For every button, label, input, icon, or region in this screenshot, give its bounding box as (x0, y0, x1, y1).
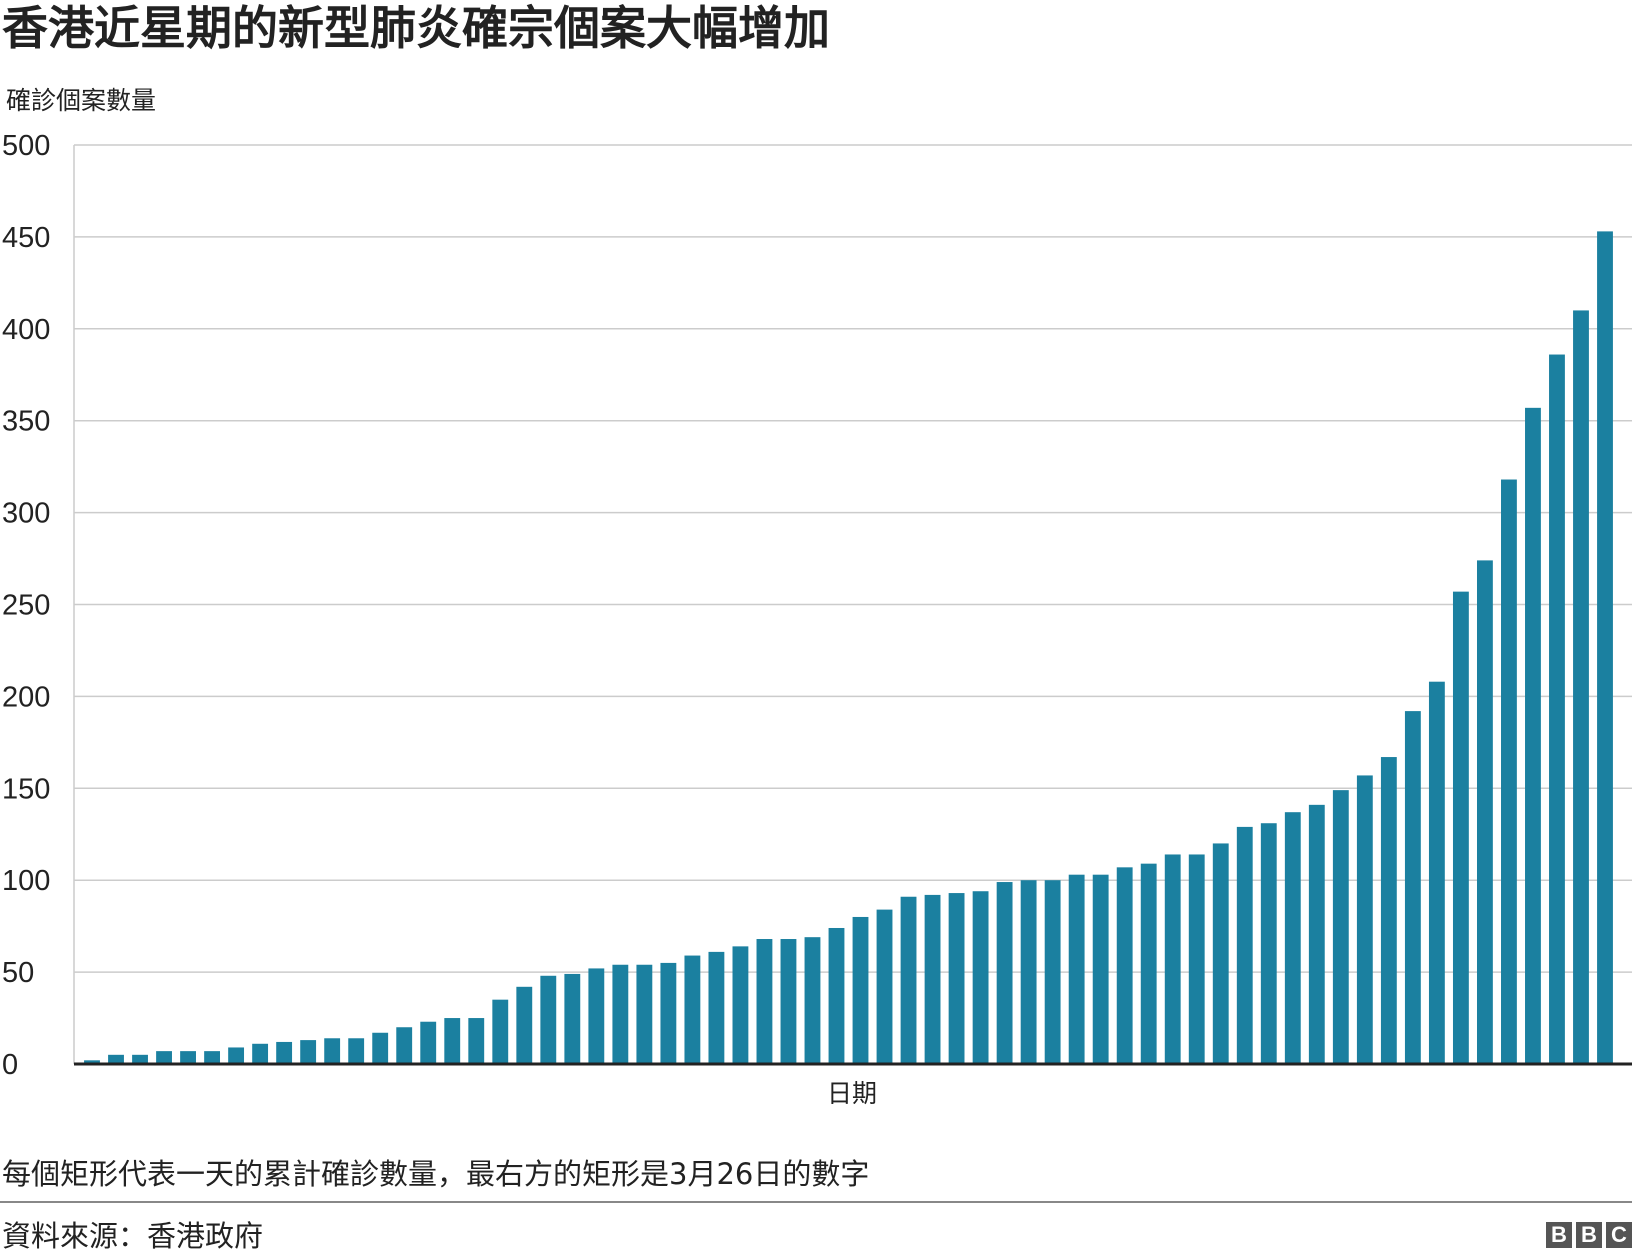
bar (516, 986, 533, 1064)
y-tick-label: 400 (2, 314, 50, 346)
bar (1116, 867, 1133, 1064)
bar (636, 964, 653, 1064)
bar (1284, 812, 1301, 1064)
y-tick-label: 350 (2, 406, 50, 438)
bar (468, 1018, 485, 1064)
bar (1404, 711, 1421, 1064)
bar (1236, 826, 1253, 1064)
chart-note: 每個矩形代表一天的累計確診數量，最右方的矩形是3月26日的數字 (2, 1157, 870, 1191)
bar (156, 1051, 172, 1064)
bar (1428, 681, 1445, 1064)
bar (708, 951, 725, 1064)
y-axis-label: 確診個案數量 (6, 86, 157, 115)
y-axis-ticks: 0 50 100 150 200 250 300 350 400 450 500 (2, 130, 50, 1081)
bar (1549, 354, 1565, 1065)
bar (84, 1060, 100, 1064)
bar (732, 946, 749, 1064)
footer-divider (0, 1201, 1632, 1203)
bar (1573, 310, 1589, 1064)
bbc-logo-letter-2: B (1576, 1222, 1602, 1248)
bar (1068, 874, 1085, 1064)
y-tick-label: 0 (2, 1049, 18, 1081)
bar (1188, 854, 1205, 1064)
bar (780, 939, 797, 1064)
bar (204, 1051, 221, 1064)
bar (876, 909, 893, 1064)
bar (972, 891, 989, 1064)
bar (1044, 880, 1061, 1064)
bar (804, 937, 821, 1064)
y-tick-label: 450 (2, 222, 50, 254)
bar (492, 999, 509, 1064)
bar (132, 1054, 148, 1064)
y-tick-label: 150 (2, 773, 50, 805)
bar (420, 1021, 437, 1064)
bar (1501, 479, 1517, 1064)
bar (828, 927, 845, 1064)
bar (540, 975, 557, 1064)
bar (900, 896, 917, 1064)
bar (1140, 863, 1157, 1064)
bar (180, 1051, 196, 1064)
bar (1380, 757, 1397, 1064)
y-tick-label: 50 (2, 957, 34, 989)
bar (1332, 790, 1349, 1064)
bar (1452, 591, 1469, 1064)
bar-chart: 0 50 100 150 200 250 300 350 400 450 500 日期 (2, 130, 1632, 1108)
y-tick-label: 500 (2, 130, 50, 162)
bar (348, 1038, 365, 1064)
bar (324, 1038, 341, 1064)
bbc-logo-letter-1: B (1546, 1222, 1572, 1248)
bar (1597, 231, 1613, 1065)
y-tick-label: 100 (2, 865, 50, 897)
bar (1212, 843, 1229, 1064)
bar (372, 1032, 389, 1064)
bar (1356, 775, 1373, 1064)
bar (1476, 560, 1493, 1064)
bar (612, 964, 629, 1064)
bar (1308, 804, 1325, 1064)
bar (1092, 874, 1109, 1064)
bar (660, 962, 677, 1064)
bar (108, 1054, 124, 1064)
bar (564, 973, 581, 1064)
bar (276, 1041, 293, 1064)
y-tick-label: 200 (2, 681, 50, 713)
bar (588, 968, 605, 1064)
gridlines (73, 144, 1632, 1064)
bar (684, 955, 701, 1064)
bar (948, 893, 965, 1064)
bar (300, 1040, 317, 1064)
source-text: 資料來源：香港政府 (2, 1219, 264, 1253)
bar (444, 1018, 461, 1064)
x-axis-label: 日期 (827, 1079, 877, 1108)
bar (228, 1047, 245, 1064)
bar (1020, 880, 1037, 1064)
y-tick-label: 300 (2, 498, 50, 530)
bars (84, 231, 1613, 1065)
bar (1260, 823, 1277, 1064)
bbc-logo: B B C (1546, 1222, 1632, 1248)
bbc-logo-letter-3: C (1606, 1222, 1632, 1248)
bar (396, 1027, 413, 1064)
bar (852, 916, 869, 1064)
bar (756, 939, 773, 1064)
bar (1525, 407, 1541, 1065)
chart-title: 香港近星期的新型肺炎確宗個案大幅增加 (2, 1, 830, 55)
bar (924, 894, 941, 1064)
bar (252, 1043, 269, 1064)
bar (996, 882, 1013, 1064)
y-tick-label: 250 (2, 590, 50, 622)
bar (1164, 854, 1181, 1064)
